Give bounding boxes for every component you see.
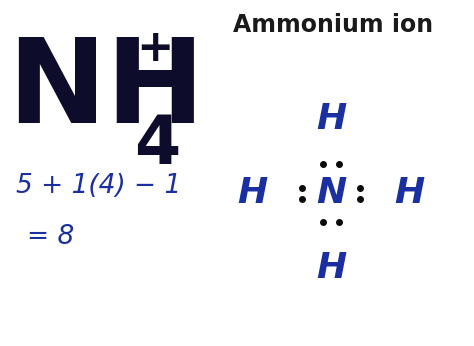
Text: H: H bbox=[394, 176, 424, 210]
Text: = 8: = 8 bbox=[27, 224, 74, 250]
Text: 5 + 1(4) − 1: 5 + 1(4) − 1 bbox=[16, 173, 182, 199]
Text: Ammonium ion: Ammonium ion bbox=[233, 13, 433, 37]
Text: H: H bbox=[237, 176, 268, 210]
Text: 4: 4 bbox=[135, 112, 181, 178]
Text: NH: NH bbox=[7, 34, 205, 148]
Text: H: H bbox=[316, 101, 346, 136]
Text: +: + bbox=[137, 27, 174, 70]
Text: H: H bbox=[316, 251, 346, 285]
Text: N: N bbox=[316, 176, 346, 210]
